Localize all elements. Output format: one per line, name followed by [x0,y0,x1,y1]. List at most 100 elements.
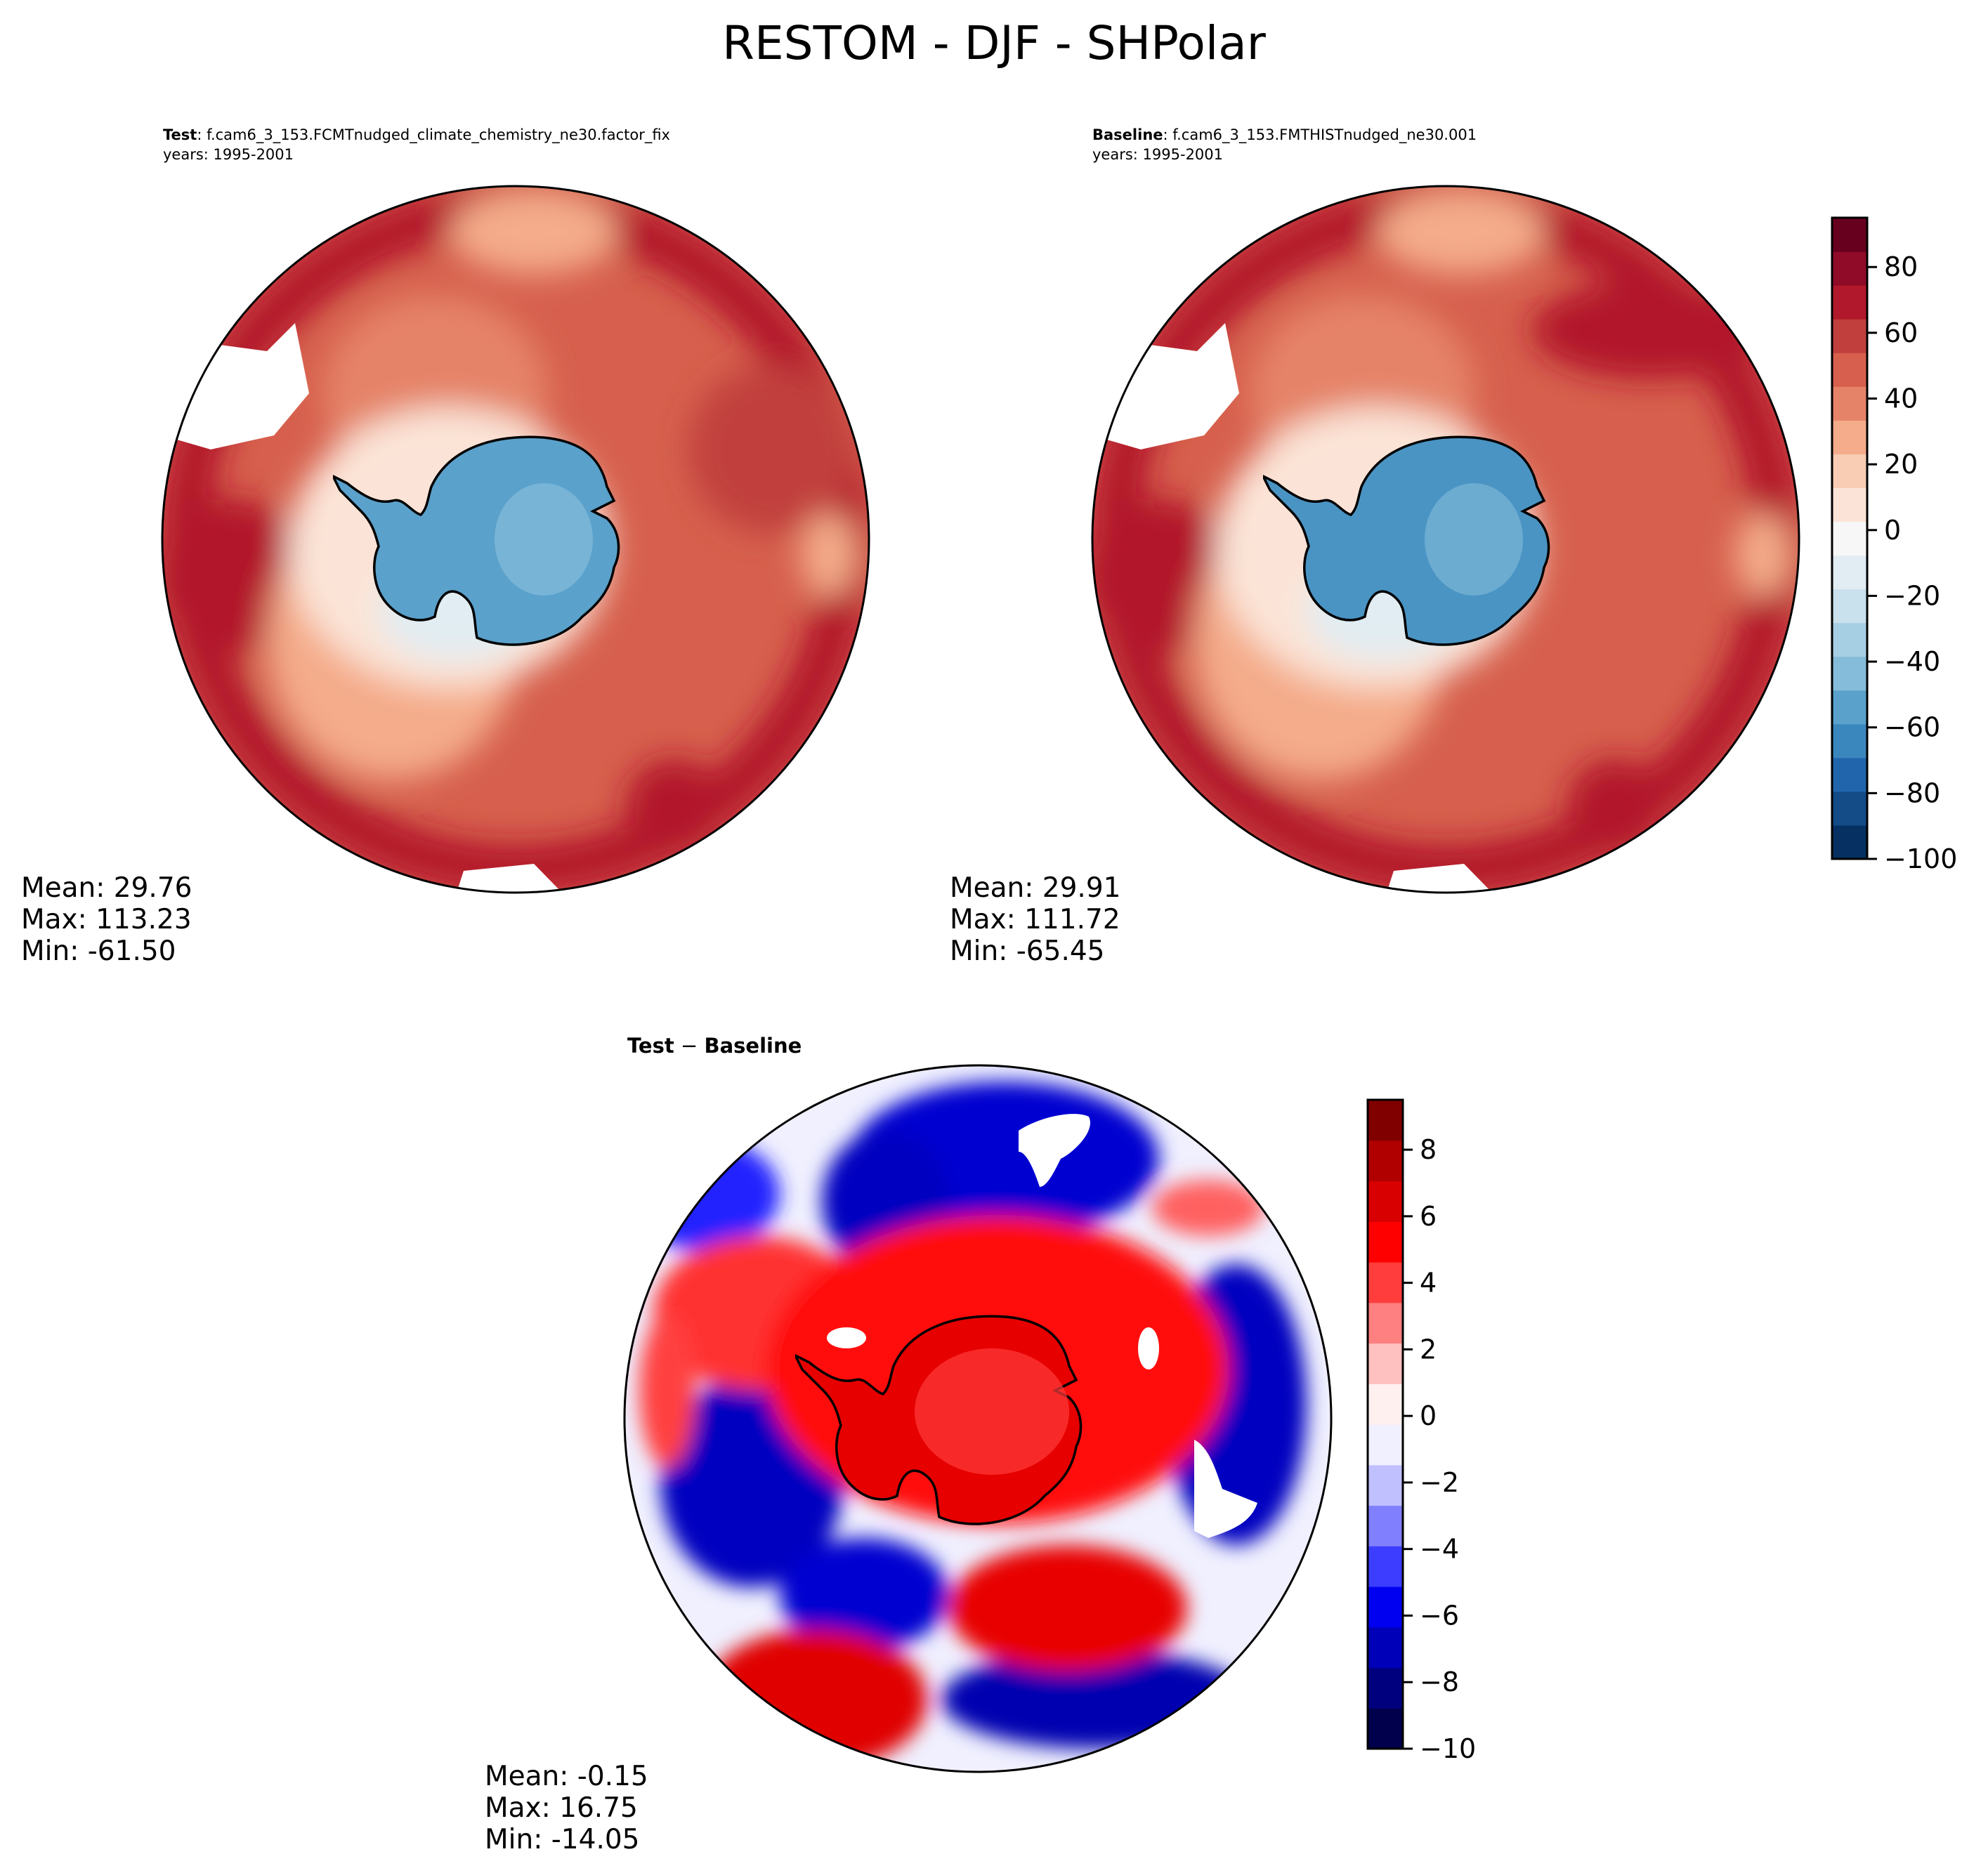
diff-stats: Mean: -0.15 Max: 16.75 Min: -14.05 [485,1761,648,1855]
baseline-map-africa-masked [1387,864,1492,893]
diff-title-baseline: Baseline [704,1034,802,1058]
full-colorbar-tick-label: 0 [1884,515,1901,546]
full-colorbar-segment [1832,218,1867,252]
diff-colorbar-segment [1368,1343,1403,1384]
diff-colorbar-tick-label: −2 [1420,1467,1459,1498]
diff-colorbar-segment [1368,1302,1403,1344]
diff-max: Max: 16.75 [485,1792,638,1824]
full-colorbar-segment [1832,521,1867,556]
diff-colorbar-segment [1368,1626,1403,1669]
full-colorbar-segment [1832,420,1867,454]
test-years: years: 1995-2001 [163,146,294,163]
baseline-map-antarctica [1263,435,1550,646]
diff-colorbar-segment [1368,1140,1403,1182]
full-colorbar-segment [1832,386,1867,421]
diff-map-out-of-range-region [1019,1114,1090,1187]
diff-colorbar-segment [1368,1586,1403,1628]
diff-colorbar-segment [1368,1100,1403,1141]
full-colorbar-segment [1832,319,1867,353]
diff-colorbar-tick-label: 4 [1420,1268,1437,1299]
diff-colorbar-tick-label: 2 [1420,1334,1437,1365]
full-colorbar-tick-label: 80 [1884,251,1918,282]
diff-colorbar-tick-label: 6 [1420,1201,1437,1232]
full-colorbar-segment [1832,757,1867,792]
diff-title-test: Test [627,1034,674,1058]
diff-colorbar-segment [1368,1708,1403,1749]
baseline-label: Baseline [1092,126,1163,143]
test-panel-header: Test: f.cam6_3_153.FCMTnudged_climate_ch… [163,125,670,164]
full-colorbar-segment [1832,589,1867,624]
diff-map-out-of-range-region [1138,1327,1159,1369]
diff-colorbar-tick-label: −10 [1420,1733,1476,1764]
diff-colorbar-segment [1368,1384,1403,1425]
full-colorbar-segment [1832,690,1867,725]
diff-colorbar-tick-label: 8 [1420,1134,1437,1165]
full-colorbar-segment [1832,723,1867,758]
baseline-map-boundary [1091,185,1800,894]
diff-map-boundary [623,1064,1333,1773]
diff-map [623,1064,1333,1773]
full-colorbar-frame [1831,216,1869,860]
diff-panel-title: Test − Baseline [627,1034,802,1058]
full-colorbar-segment [1832,791,1867,826]
full-colorbar-segment [1832,251,1867,286]
baseline-panel-header: Baseline: f.cam6_3_153.FMTHISTnudged_ne3… [1092,125,1477,164]
full-colorbar-segment [1832,487,1867,523]
full-colorbar-tick-label: −20 [1884,580,1940,611]
full-colorbar-tick-label: 20 [1884,449,1918,480]
diff-min: Min: -14.05 [485,1824,640,1855]
diff-colorbar-segment [1368,1505,1403,1546]
test-map-boundary [161,185,870,894]
baseline-stats: Mean: 29.91 Max: 111.72 Min: -65.45 [950,872,1120,967]
diff-mean: Mean: -0.15 [485,1761,648,1792]
colorbar-full: 80 60 40 20 0 −20 −40 −60 −80 −100 [1831,216,1957,874]
colorbar-diff: 8 6 4 2 0 −2 −4 −6 −8 −10 [1366,1098,1476,1764]
full-colorbar-segment [1832,622,1867,657]
full-colorbar-tick-label: −100 [1884,843,1957,874]
diff-colorbar-segment [1368,1667,1403,1709]
diff-colorbar-frame [1366,1098,1404,1750]
full-colorbar-segment [1832,824,1867,860]
baseline-max: Max: 111.72 [950,904,1120,935]
test-case-name: : f.cam6_3_153.FCMTnudged_climate_chemis… [197,126,670,143]
full-colorbar-segment [1832,353,1867,387]
baseline-min: Min: -65.45 [950,935,1105,967]
full-colorbar-tick-label: −60 [1884,712,1940,743]
diff-title-operator: − [674,1034,705,1058]
diff-map-out-of-range-region [827,1327,866,1348]
diff-map-out-of-range-region [1194,1440,1257,1538]
test-min: Min: -61.50 [21,935,176,967]
diff-colorbar-tick-label: −4 [1420,1534,1459,1565]
test-stats: Mean: 29.76 Max: 113.23 Min: -61.50 [21,872,192,967]
diff-colorbar-segment [1368,1262,1403,1303]
test-max: Max: 113.23 [21,904,192,935]
baseline-map [1091,185,1800,894]
full-colorbar-tick-label: 60 [1884,317,1918,348]
figure-title: RESTOM - DJF - SHPolar [722,16,1266,70]
full-colorbar-segment [1832,454,1867,489]
baseline-mean: Mean: 29.91 [950,872,1121,904]
diff-colorbar-segment [1368,1546,1403,1587]
full-colorbar-tick-label: −40 [1884,646,1940,677]
full-colorbar-segment [1832,656,1867,691]
full-colorbar-segment [1832,285,1867,320]
test-label: Test [163,126,197,143]
test-mean: Mean: 29.76 [21,872,192,904]
test-map-africa-masked [457,864,562,893]
test-map [161,185,870,894]
diff-colorbar-tick-label: −8 [1420,1667,1459,1697]
diff-colorbar-segment [1368,1181,1403,1222]
diff-colorbar-tick-label: 0 [1420,1400,1437,1431]
diff-colorbar-segment [1368,1424,1403,1466]
diff-map-antarctica [795,1315,1083,1525]
diff-colorbar-segment [1368,1221,1403,1263]
baseline-years: years: 1995-2001 [1092,146,1224,163]
diff-colorbar-tick-label: −6 [1420,1600,1459,1631]
baseline-case-name: : f.cam6_3_153.FMTHISTnudged_ne30.001 [1163,126,1477,143]
diff-colorbar-segment [1368,1464,1403,1506]
test-map-antarctica [333,435,620,646]
full-colorbar-tick-label: −80 [1884,777,1940,808]
full-colorbar-segment [1832,555,1867,590]
full-colorbar-tick-label: 40 [1884,383,1918,414]
